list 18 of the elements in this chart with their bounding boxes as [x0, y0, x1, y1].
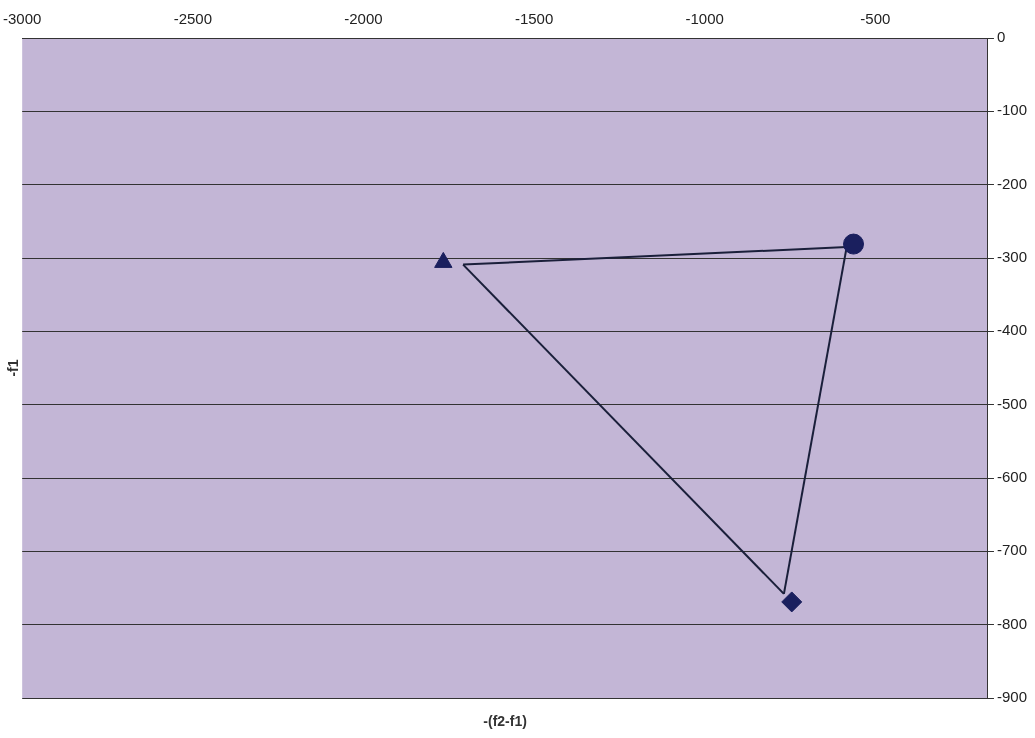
x-tick-label: -500	[860, 10, 891, 28]
y-tick-label: -200	[996, 174, 1028, 192]
y-axis-title: -f1	[4, 359, 21, 377]
x-tick-label: -3000	[2, 10, 42, 28]
y-tick-label: 0	[996, 28, 1006, 46]
y-tick-label: -700	[996, 541, 1028, 559]
y-tick-label: -500	[996, 394, 1028, 412]
y-tick-label: -800	[996, 614, 1028, 632]
x-tick-label: -1000	[685, 10, 724, 28]
y-tick-label: -300	[996, 248, 1028, 266]
y-tick-label: -900	[996, 688, 1028, 706]
y-tick-label: -400	[996, 321, 1028, 339]
x-tick-label: -2000	[344, 10, 383, 28]
x-tick-label: -1500	[514, 10, 554, 28]
x-axis-title: -(f2-f1)	[483, 712, 527, 729]
x-tick-label: -2500	[173, 10, 212, 28]
y-tick-label: -100	[996, 101, 1028, 119]
y-tick-label: -600	[996, 468, 1028, 486]
